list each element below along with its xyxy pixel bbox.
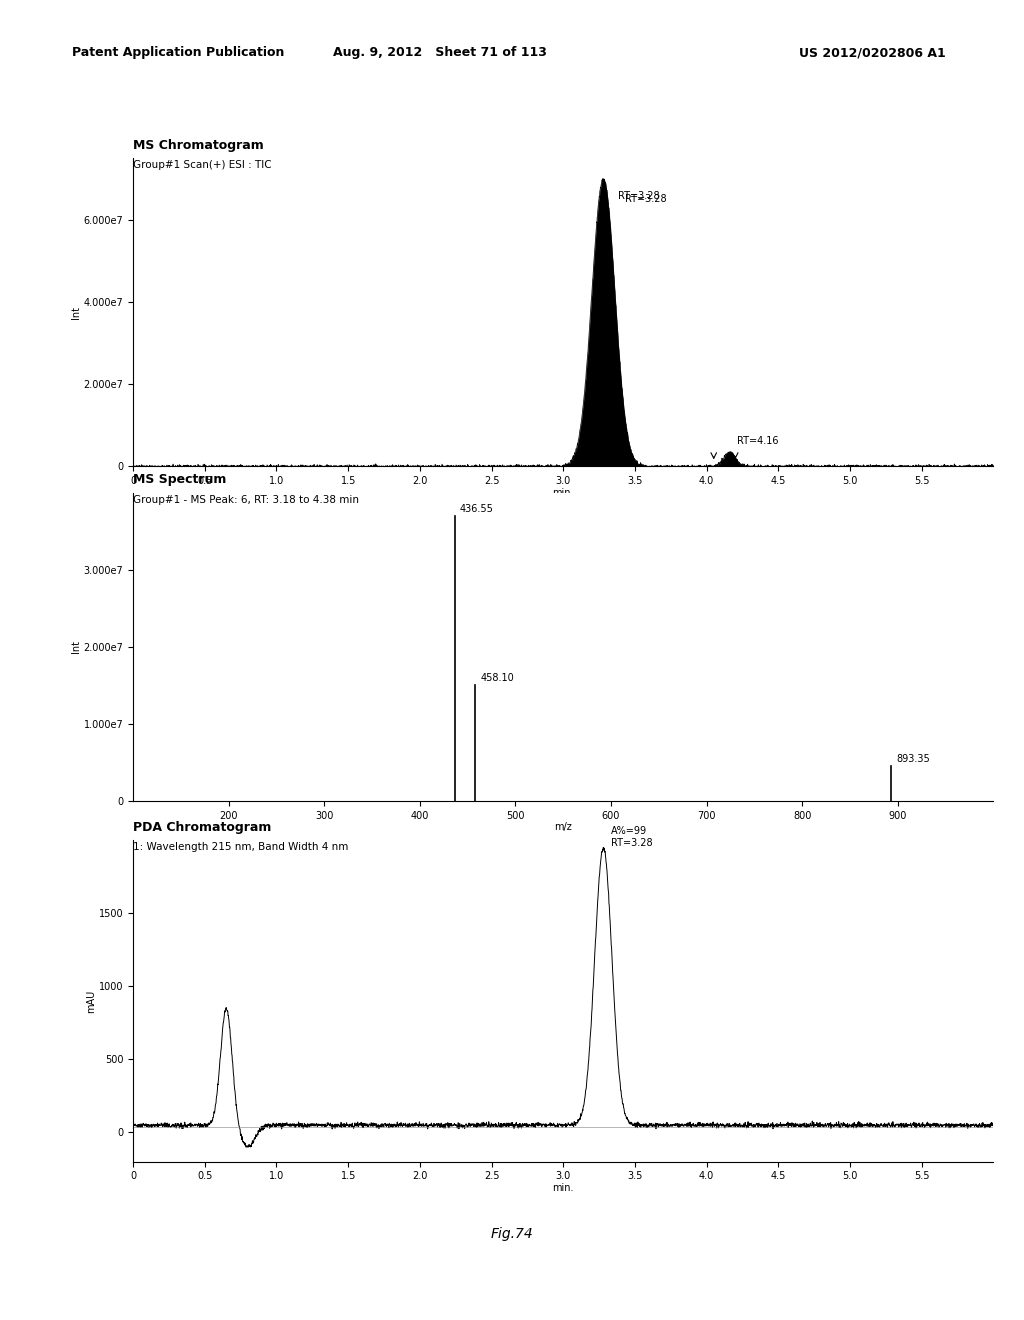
- Text: MS Chromatogram: MS Chromatogram: [133, 139, 264, 152]
- Text: 1: Wavelength 215 nm, Band Width 4 nm: 1: Wavelength 215 nm, Band Width 4 nm: [133, 842, 348, 853]
- Text: 458.10: 458.10: [480, 673, 514, 684]
- Text: A%=99
RT=3.28: A%=99 RT=3.28: [610, 826, 652, 847]
- X-axis label: min.: min.: [553, 487, 573, 498]
- Text: Group#1 - MS Peak: 6, RT: 3.18 to 4.38 min: Group#1 - MS Peak: 6, RT: 3.18 to 4.38 m…: [133, 495, 359, 504]
- Text: 893.35: 893.35: [896, 754, 930, 764]
- Y-axis label: Int: Int: [71, 640, 81, 653]
- Text: RT=4.16: RT=4.16: [736, 436, 778, 446]
- Y-axis label: Int: Int: [71, 306, 81, 319]
- Text: Group#1 Scan(+) ESI : TIC: Group#1 Scan(+) ESI : TIC: [133, 160, 271, 170]
- Text: MS Spectrum: MS Spectrum: [133, 473, 226, 486]
- Text: US 2012/0202806 A1: US 2012/0202806 A1: [799, 46, 945, 59]
- Text: 436.55: 436.55: [460, 504, 494, 513]
- Text: RT=3.28: RT=3.28: [625, 194, 667, 203]
- Text: Fig.74: Fig.74: [490, 1226, 534, 1241]
- Text: PDA Chromatogram: PDA Chromatogram: [133, 821, 271, 834]
- Text: RT=3.28: RT=3.28: [617, 191, 659, 201]
- Y-axis label: mAU: mAU: [86, 990, 96, 1012]
- X-axis label: min.: min.: [553, 1183, 573, 1193]
- X-axis label: m/z: m/z: [554, 822, 572, 832]
- Text: Aug. 9, 2012   Sheet 71 of 113: Aug. 9, 2012 Sheet 71 of 113: [334, 46, 547, 59]
- Text: Patent Application Publication: Patent Application Publication: [72, 46, 284, 59]
